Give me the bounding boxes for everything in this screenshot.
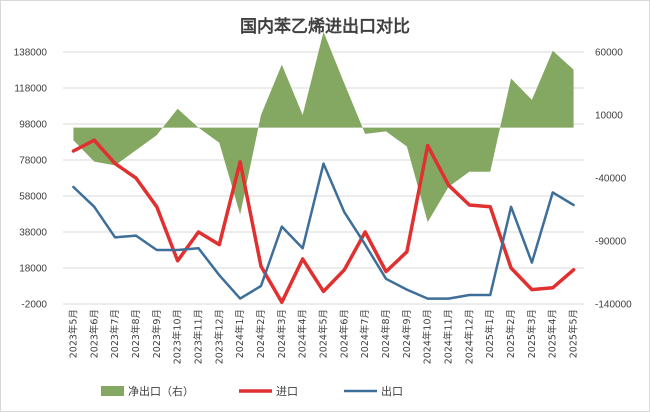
x-tick-label: 2024年7月 [359, 309, 371, 358]
x-tick-label: 2024年10月 [422, 309, 434, 364]
x-tick-label: 2023年6月 [88, 309, 100, 358]
import-series-line [71, 138, 576, 304]
legend-net-export-swatch [101, 386, 124, 396]
export-series-line [72, 162, 575, 300]
left-tick-label: 58000 [19, 192, 47, 203]
x-tick-label: 2024年2月 [255, 309, 267, 358]
net-export-series-area [73, 31, 574, 223]
x-tick-label: 2024年1月 [234, 309, 246, 358]
x-tick-label: 2024年9月 [401, 309, 413, 358]
x-tick-label: 2024年6月 [338, 309, 350, 358]
left-axis-ticks: -2000 18000 38000 58000 78000 98000 118000 1380… [14, 48, 48, 311]
left-tick-label: 78000 [19, 156, 47, 167]
left-tick-label: 118000 [14, 84, 47, 95]
x-tick-label: 2024年3月 [276, 309, 288, 358]
chart-title: 国内苯乙烯进出口对比 [240, 17, 410, 37]
x-tick-label: 2025年5月 [568, 309, 580, 358]
line-series [71, 138, 576, 304]
x-tick-label: 2023年8月 [130, 309, 142, 358]
x-tick-label: 2024年11月 [443, 309, 455, 364]
legend-net-export-label: 净出口（右） [128, 384, 194, 398]
left-tick-label: 98000 [19, 120, 47, 131]
legend-export-label: 出口 [381, 384, 403, 398]
legend-import-label: 进口 [276, 385, 298, 398]
x-tick-label: 2025年2月 [505, 309, 517, 358]
left-tick-label: 38000 [19, 228, 47, 239]
left-tick-label: -2000 [21, 300, 47, 311]
x-tick-label: 2023年7月 [109, 309, 121, 358]
x-tick-label: 2025年1月 [484, 309, 496, 358]
right-tick-label: -40000 [595, 174, 627, 185]
x-axis-ticks: 2023年5月 2023年6月 2023年7月 2023年8月 2023年9月 2023年… [67, 309, 579, 364]
left-tick-label: 18000 [19, 264, 47, 275]
right-tick-label: 10000 [595, 111, 623, 122]
right-tick-label: -90000 [595, 237, 627, 248]
x-tick-label: 2023年9月 [151, 309, 163, 358]
x-tick-label: 2024年4月 [297, 309, 309, 358]
x-tick-label: 2023年10月 [172, 309, 184, 364]
x-tick-label: 2025年4月 [547, 309, 559, 358]
x-tick-label: 2024年8月 [380, 309, 392, 358]
x-tick-label: 2024年12月 [463, 309, 475, 364]
right-tick-label: -140000 [595, 300, 632, 311]
x-tick-label: 2023年5月 [67, 309, 79, 358]
legend: 净出口（右） 进口 出口 [101, 384, 403, 398]
x-tick-label: 2023年11月 [192, 309, 204, 364]
right-tick-label: 60000 [595, 48, 623, 59]
x-tick-label: 2024年5月 [318, 309, 330, 358]
left-tick-label: 138000 [14, 48, 48, 59]
x-tick-label: 2023年12月 [213, 309, 225, 364]
right-axis-ticks: -140000 -90000 -40000 10000 60000 [595, 48, 632, 311]
net-export-area [73, 31, 574, 223]
x-tick-label: 2025年3月 [526, 309, 538, 358]
